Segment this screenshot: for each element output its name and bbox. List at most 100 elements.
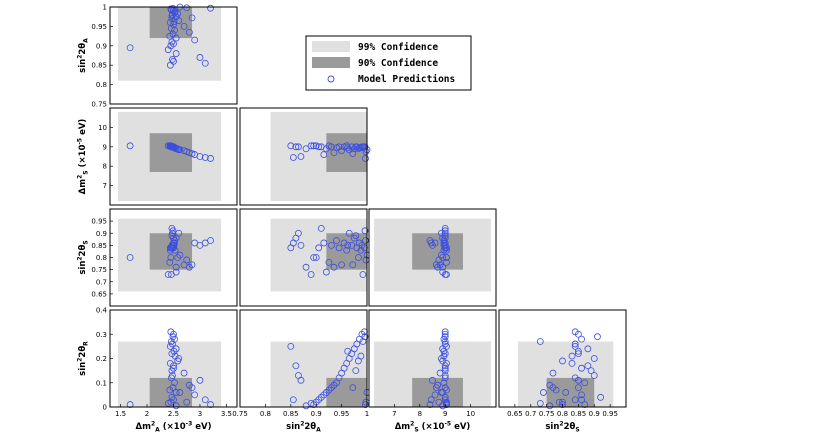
model-prediction-point: [584, 345, 592, 353]
model-prediction-point: [170, 241, 178, 249]
model-prediction-point: [333, 379, 340, 387]
panel-s2A-vs-dmA: 0.75 0.8 0.85 0.9 0.95 1 sin22θA: [77, 4, 238, 109]
model-prediction-point: [170, 330, 177, 338]
y-tick-label: 0.3: [96, 331, 107, 339]
model-prediction-point: [169, 333, 177, 341]
model-prediction-point: [201, 396, 209, 404]
model-prediction-point: [322, 268, 330, 276]
model-prediction-points: [126, 142, 214, 162]
panel-frame: [368, 309, 497, 408]
model-prediction-point: [328, 241, 335, 249]
model-prediction-point: [574, 347, 582, 355]
model-prediction-point: [335, 244, 343, 252]
model-prediction-point: [581, 379, 589, 387]
legend-label: 99% Confidence: [358, 42, 438, 53]
model-prediction-point: [441, 364, 449, 372]
legend-entry-ci99: 99% Confidence: [312, 41, 438, 53]
model-prediction-point: [574, 376, 582, 384]
model-prediction-point: [581, 401, 589, 408]
model-prediction-point: [439, 402, 447, 410]
model-prediction-point: [207, 401, 214, 408]
model-prediction-point: [320, 391, 328, 399]
model-prediction-point: [344, 144, 352, 152]
model-prediction-point: [172, 263, 180, 271]
model-prediction-point: [169, 229, 176, 237]
model-prediction-point: [180, 22, 188, 30]
panel-frame: [239, 107, 368, 206]
model-prediction-points: [287, 328, 371, 410]
legend: 99% Confidence 90% Confidence Model Predic…: [305, 35, 472, 91]
x-tick-label: 0.9: [589, 410, 600, 418]
model-prediction-point: [594, 333, 601, 341]
model-prediction-point: [562, 389, 570, 396]
x-tick-label: 2.5: [168, 410, 179, 418]
model-prediction-point: [571, 340, 579, 348]
model-prediction-point: [574, 384, 582, 392]
model-prediction-point: [578, 391, 585, 399]
model-prediction-point: [427, 396, 435, 404]
model-prediction-points: [426, 224, 450, 278]
y-axis-label-s2S: sin22θS: [77, 240, 90, 274]
model-prediction-point: [166, 258, 174, 266]
panel-s2S-vs-dmS: [368, 208, 497, 307]
x-tick-label: 0.75: [232, 410, 248, 418]
model-prediction-point: [426, 401, 434, 408]
model-prediction-point: [440, 379, 448, 387]
model-prediction-point: [357, 246, 365, 254]
model-prediction-point: [196, 153, 204, 160]
model-prediction-point: [435, 398, 443, 406]
model-prediction-point: [362, 401, 369, 408]
x-tick-label: 0.85: [571, 410, 587, 418]
y-tick-label: 0.85: [91, 62, 107, 70]
model-prediction-point: [426, 237, 434, 244]
model-prediction-point: [362, 155, 369, 162]
model-prediction-point: [188, 14, 196, 22]
x-axis-label-s2A: sin22θA: [286, 421, 321, 434]
model-prediction-point: [172, 34, 180, 42]
model-prediction-point: [191, 391, 199, 399]
model-prediction-point: [437, 389, 445, 396]
model-prediction-point: [302, 402, 310, 410]
x-tick-label: 0.65: [507, 410, 523, 418]
model-prediction-point: [349, 384, 357, 392]
model-prediction-point: [166, 386, 174, 394]
legend-label: 90% Confidence: [358, 58, 438, 69]
model-prediction-point: [338, 261, 346, 269]
y-tick-label: 9: [103, 143, 107, 151]
model-prediction-point: [574, 350, 582, 358]
model-prediction-point: [443, 244, 450, 252]
model-prediction-point: [167, 271, 175, 278]
model-prediction-point: [328, 384, 335, 392]
model-prediction-point: [172, 345, 180, 353]
model-prediction-point: [317, 224, 325, 232]
panel-frame: [239, 208, 368, 307]
y-tick-label: 0.1: [96, 379, 107, 387]
model-prediction-point: [443, 399, 450, 407]
y-tick-label: 0.9: [96, 230, 107, 238]
model-prediction-point: [164, 142, 172, 150]
model-prediction-point: [441, 367, 449, 375]
model-prediction-point: [322, 389, 330, 396]
model-prediction-point: [361, 143, 369, 151]
model-prediction-point: [441, 374, 449, 382]
model-prediction-point: [168, 367, 176, 375]
model-prediction-point: [441, 271, 449, 278]
y-tick-label: 1: [103, 4, 107, 12]
model-prediction-point: [578, 396, 585, 404]
x-tick-label: 3.5: [221, 410, 232, 418]
x-tick-label: 7: [392, 410, 396, 418]
x-tick-label: 0.8: [260, 410, 271, 418]
model-prediction-point: [164, 271, 172, 278]
panel-frame: [368, 208, 497, 307]
model-prediction-point: [441, 224, 449, 232]
model-prediction-point: [443, 258, 450, 266]
x-tick-label: 1.5: [115, 410, 126, 418]
model-prediction-point: [578, 364, 585, 372]
model-prediction-point: [164, 399, 172, 407]
model-prediction-point: [287, 342, 295, 350]
model-prediction-point: [170, 347, 178, 355]
legend-swatch: [312, 57, 350, 68]
model-prediction-point: [196, 376, 204, 384]
model-prediction-point: [549, 369, 557, 377]
